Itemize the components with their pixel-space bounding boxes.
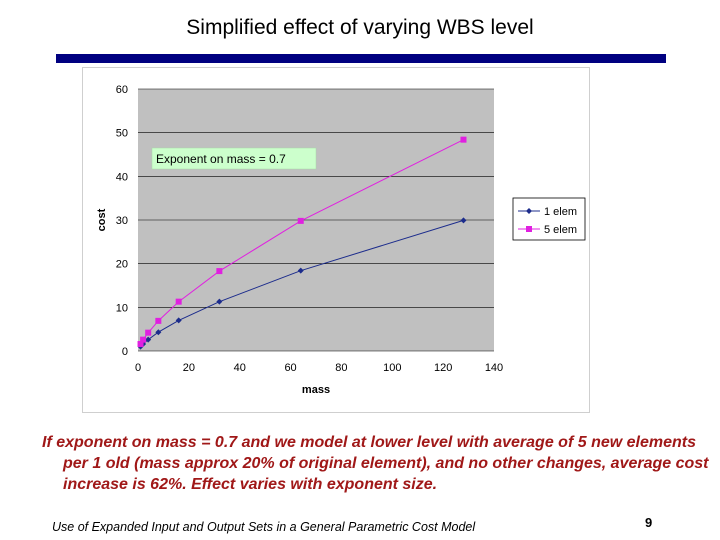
data-point-diamond — [216, 298, 223, 305]
legend-label: 5 elem — [544, 224, 577, 236]
slide-title: Simplified effect of varying WBS level — [186, 16, 534, 39]
x-axis-label: mass — [302, 384, 330, 396]
legend-marker-diamond — [526, 208, 532, 214]
data-point-diamond — [297, 267, 304, 274]
y-tick-label: 40 — [116, 171, 128, 183]
data-point-diamond — [460, 217, 467, 224]
x-tick-label: 140 — [485, 362, 503, 374]
y-tick-label: 20 — [116, 259, 128, 271]
data-point-square — [145, 329, 152, 336]
x-tick-label: 80 — [335, 362, 347, 374]
y-tick-label: 60 — [116, 84, 128, 96]
y-tick-label: 0 — [122, 346, 128, 358]
annotation-text: Exponent on mass = 0.7 — [156, 152, 286, 166]
page-number: 9 — [645, 515, 653, 530]
data-point-square — [155, 317, 162, 324]
data-point-square — [175, 298, 182, 305]
y-axis-label: cost — [96, 208, 108, 231]
x-tick-label: 60 — [284, 362, 296, 374]
x-tick-label: 0 — [135, 362, 141, 374]
data-point-square — [460, 136, 467, 143]
legend-marker-square — [526, 226, 532, 232]
data-point-diamond — [175, 317, 182, 324]
legend-box — [512, 197, 586, 241]
x-tick-label: 40 — [234, 362, 246, 374]
title-underline-bar — [56, 54, 666, 63]
data-point-square — [297, 217, 304, 224]
data-point-square — [140, 336, 147, 343]
y-tick-label: 10 — [116, 302, 128, 314]
footer-text: Use of Expanded Input and Output Sets in… — [52, 520, 476, 534]
y-tick-label: 30 — [116, 215, 128, 227]
annotation-box — [151, 147, 317, 170]
x-tick-label: 100 — [383, 362, 401, 374]
data-point-square — [216, 268, 223, 275]
x-tick-label: 120 — [434, 362, 452, 374]
x-tick-label: 20 — [183, 362, 195, 374]
data-point-diamond — [145, 336, 152, 343]
body-text: If exponent on mass = 0.7 and we model a… — [42, 434, 709, 493]
data-point-square — [137, 341, 144, 348]
data-point-diamond — [155, 329, 162, 336]
y-tick-label: 50 — [116, 128, 128, 140]
legend-label: 1 elem — [544, 206, 577, 218]
cost-vs-mass-chart: 0 10 20 30 40 50 60 0 20 40 60 80 100 120 140 mass cost E… — [96, 84, 586, 396]
